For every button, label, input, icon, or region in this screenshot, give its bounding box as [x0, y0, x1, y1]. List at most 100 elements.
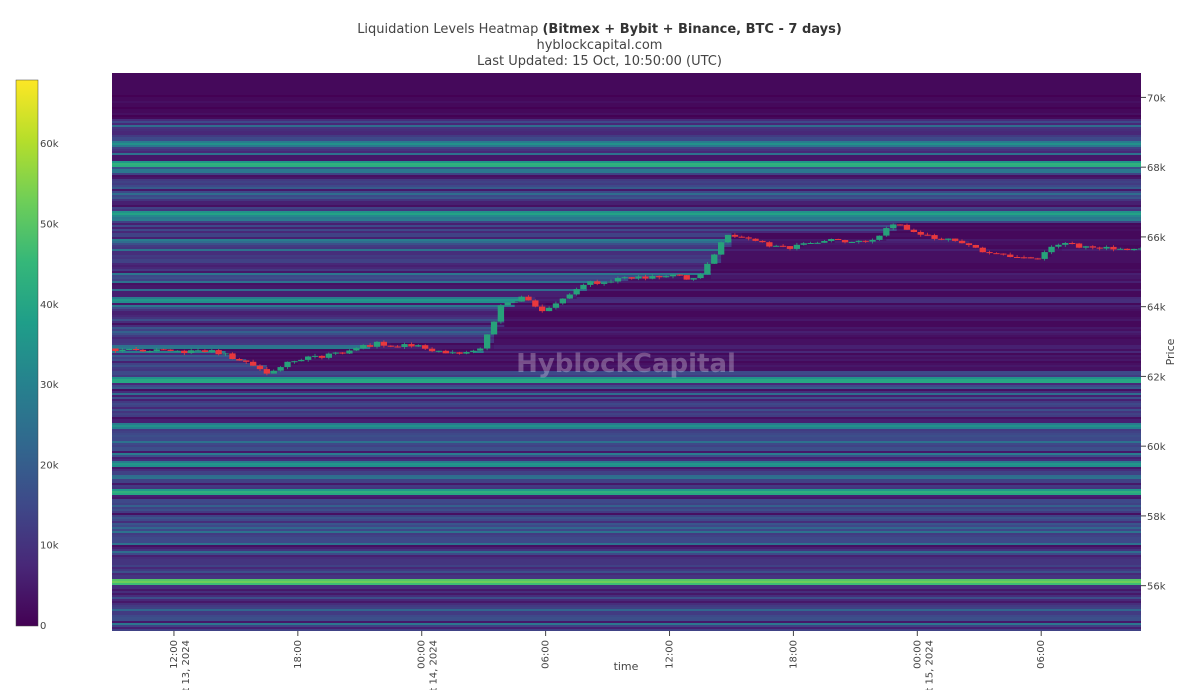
candle-body: [229, 353, 236, 359]
heatmap-cell: [504, 321, 1141, 324]
heatmap-cell: [112, 493, 1141, 496]
heatmap-cell: [112, 171, 1141, 174]
heatmap-cell: [112, 193, 1141, 196]
y-tick-label: 58k: [1147, 512, 1166, 523]
heatmap-cell: [112, 497, 1141, 500]
heatmap-cell: [112, 307, 505, 310]
heatmap-cell: [112, 361, 247, 364]
heatmap-cell: [741, 233, 887, 236]
heatmap-cell: [504, 311, 1141, 314]
heatmap-cell: [112, 589, 1141, 592]
heatmap-cell: [112, 241, 733, 244]
heatmap-cell: [112, 169, 1141, 172]
candle-body: [587, 281, 594, 285]
heatmap-cell: [112, 351, 227, 354]
candle-body: [126, 349, 133, 350]
heatmap-cell: [112, 319, 505, 322]
heatmap-cell: [721, 253, 991, 256]
candle-body: [552, 303, 560, 308]
heatmap-cell: [112, 89, 1141, 92]
heatmap-cell: [112, 87, 1141, 90]
heatmap-cell: [112, 321, 505, 324]
candle-body: [1007, 254, 1014, 257]
chart-title-prefix: Liquidation Levels Heatmap: [357, 22, 543, 37]
heatmap-cell: [112, 157, 1141, 160]
heatmap-cell: [112, 109, 1141, 112]
heatmap-cell: [803, 245, 980, 248]
heatmap-cell: [112, 445, 1141, 448]
heatmap-cell: [112, 515, 1141, 518]
heatmap-cell: [896, 229, 918, 232]
heatmap-cell: [112, 627, 1141, 630]
colorbar-tick-label: 30k: [40, 380, 59, 391]
heatmap-cell: [112, 613, 1141, 616]
candle-body: [897, 224, 904, 226]
heatmap-cell: [112, 485, 1141, 488]
heatmap-cell: [112, 379, 1141, 382]
candle-body: [353, 348, 360, 351]
heatmap-cell: [112, 433, 1141, 436]
heatmap-cell: [112, 145, 1141, 148]
candle-body: [428, 348, 436, 352]
heatmap-cell: [112, 273, 712, 276]
candle-body: [477, 348, 484, 351]
candle-body: [1089, 246, 1096, 248]
candle-body: [380, 341, 387, 346]
heatmap-cell: [112, 343, 381, 346]
heatmap-cell: [112, 521, 1141, 524]
heatmap-cell: [112, 489, 1141, 492]
heatmap-cell: [112, 245, 733, 248]
heatmap-cell: [112, 541, 1141, 544]
heatmap-cell: [112, 455, 1141, 458]
candle-body: [924, 234, 931, 236]
heatmap-cell: [287, 367, 1141, 370]
candle-body: [1082, 246, 1090, 248]
heatmap-cell: [112, 297, 526, 300]
heatmap-cell: [112, 95, 1141, 98]
heatmap-cell: [112, 565, 1141, 568]
heatmap-cell: [112, 429, 1141, 432]
heatmap-cell: [112, 609, 1141, 612]
heatmap-cell: [112, 79, 1141, 82]
heatmap-cell: [112, 77, 1141, 80]
heatmap-cell: [112, 581, 1141, 584]
heatmap-cell: [752, 239, 887, 242]
heatmap-cell: [112, 153, 1141, 156]
heatmap-cell: [710, 263, 1141, 266]
heatmap-cell: [112, 259, 722, 262]
candle-body: [559, 298, 566, 304]
candle-body: [215, 350, 222, 355]
candle-body: [167, 349, 174, 351]
heatmap-cell: [112, 233, 733, 236]
candle-body: [890, 224, 897, 229]
heatmap-cell: [112, 75, 1141, 78]
heatmap-cell: [1072, 243, 1141, 246]
heatmap-cell: [504, 319, 1141, 322]
heatmap-cell: [112, 621, 1141, 624]
heatmap-cell: [370, 345, 423, 348]
heatmap-cell: [731, 243, 774, 246]
heatmap-cell: [246, 359, 309, 362]
candle-body: [931, 235, 938, 239]
heatmap-cell: [112, 203, 1141, 206]
heatmap-cell: [112, 367, 268, 370]
heatmap-cell: [112, 535, 1141, 538]
candle-body: [566, 294, 573, 299]
heatmap-cell: [112, 499, 1141, 502]
candle-body: [160, 349, 167, 351]
candle-body: [965, 243, 973, 245]
candle-body: [277, 367, 284, 371]
heatmap-cell: [979, 247, 1063, 250]
heatmap-cell: [731, 233, 743, 236]
heatmap-cell: [112, 555, 1141, 558]
heatmap-cell: [112, 507, 1141, 510]
heatmap-cell: [731, 239, 753, 242]
candle-body: [690, 278, 697, 280]
heatmap-cell: [112, 475, 1141, 478]
candle-body: [373, 341, 381, 347]
candle-body: [394, 346, 401, 348]
heatmap-cell: [112, 435, 1141, 438]
candle-body: [607, 281, 615, 283]
heatmap-cell: [112, 477, 1141, 480]
candle-body: [1096, 247, 1103, 249]
